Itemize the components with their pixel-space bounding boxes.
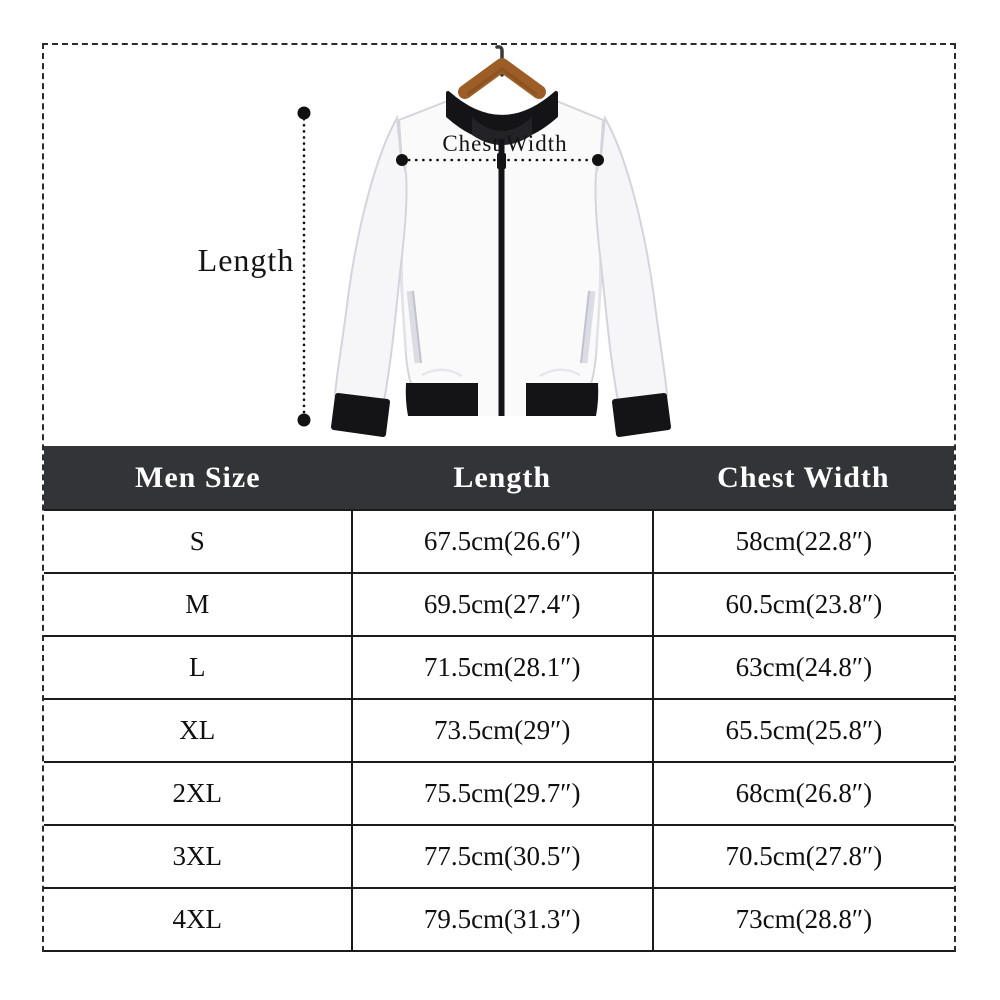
- table-row-3xl: 3XL 77.5cm(30.5″) 70.5cm(27.8″): [44, 824, 954, 889]
- hanger-hook-icon: [495, 45, 504, 77]
- table-row-l: L 71.5cm(28.1″) 63cm(24.8″): [44, 635, 954, 700]
- chest-cell: 63cm(24.8″): [651, 635, 954, 700]
- size-cell: 3XL: [44, 824, 353, 889]
- size-cell: XL: [44, 698, 353, 763]
- size-cell: M: [44, 572, 353, 637]
- size-chart-sheet: Length Chest Width Men Size Length Chest…: [42, 43, 956, 952]
- chest-cell: 58cm(22.8″): [651, 509, 954, 574]
- chest-cell: 60.5cm(23.8″): [651, 572, 954, 637]
- col-header-length: Length: [351, 446, 653, 511]
- length-cell: 67.5cm(26.6″): [350, 509, 654, 574]
- length-cell: 69.5cm(27.4″): [350, 572, 654, 637]
- hanger-icon: [458, 58, 546, 99]
- length-cell: 73.5cm(29″): [350, 698, 654, 763]
- bomber-jacket-graphic: [331, 91, 671, 437]
- chest-cell: 68cm(26.8″): [651, 761, 954, 826]
- table-row-s: S 67.5cm(26.6″) 58cm(22.8″): [44, 509, 954, 574]
- col-header-men-size: Men Size: [44, 446, 352, 511]
- length-cell: 71.5cm(28.1″): [350, 635, 654, 700]
- jacket-diagram: [297, 45, 671, 437]
- size-table: Men Size Length Chest Width S 67.5cm(26.…: [44, 446, 954, 952]
- size-cell: 2XL: [44, 761, 353, 826]
- chest-cell: 65.5cm(25.8″): [651, 698, 954, 763]
- length-measure-line: [297, 106, 311, 427]
- table-row-4xl: 4XL 79.5cm(31.3″) 73cm(28.8″): [44, 887, 954, 952]
- chest-cell: 70.5cm(27.8″): [651, 824, 954, 889]
- table-row-xl: XL 73.5cm(29″) 65.5cm(25.8″): [44, 698, 954, 763]
- chest-cell: 73cm(28.8″): [651, 887, 954, 952]
- size-cell: 4XL: [44, 887, 353, 952]
- chest-measure-line: [396, 154, 604, 166]
- size-table-header-row: Men Size Length Chest Width: [44, 446, 954, 511]
- chest-width-label: Chest Width: [442, 131, 568, 156]
- length-label: Length: [197, 242, 295, 278]
- jacket-measure-figure: Length Chest Width: [44, 45, 954, 446]
- table-row-m: M 69.5cm(27.4″) 60.5cm(23.8″): [44, 572, 954, 637]
- size-cell: L: [44, 635, 353, 700]
- length-cell: 77.5cm(30.5″): [350, 824, 654, 889]
- table-row-2xl: 2XL 75.5cm(29.7″) 68cm(26.8″): [44, 761, 954, 826]
- col-header-chest-width: Chest Width: [652, 446, 954, 511]
- length-cell: 79.5cm(31.3″): [350, 887, 654, 952]
- size-cell: S: [44, 509, 353, 574]
- length-cell: 75.5cm(29.7″): [350, 761, 654, 826]
